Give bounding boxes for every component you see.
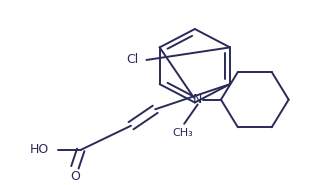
Text: HO: HO [30,143,49,156]
Text: O: O [70,170,80,183]
Text: N: N [193,93,203,106]
Text: Cl: Cl [126,53,139,66]
Text: CH₃: CH₃ [172,128,193,138]
